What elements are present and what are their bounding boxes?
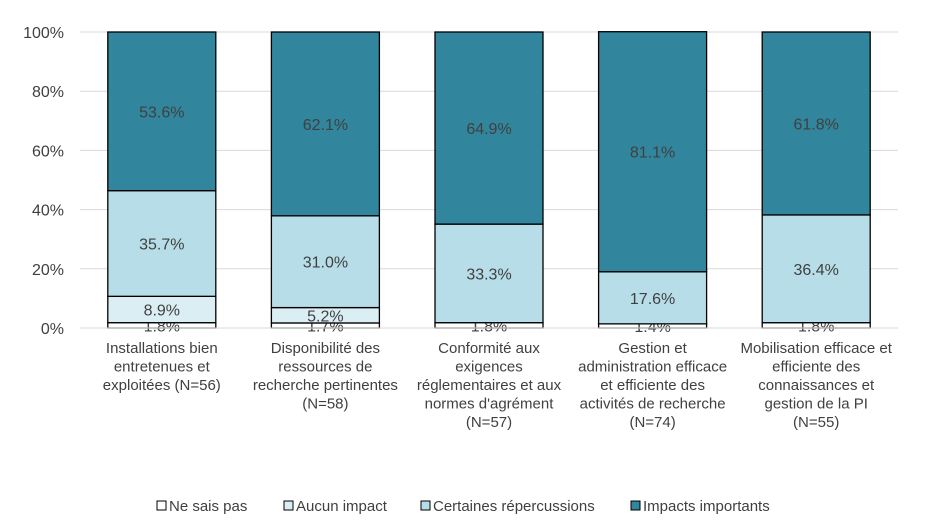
y-tick-label: 60% <box>32 143 64 160</box>
x-category-line: Conformité aux <box>438 340 540 357</box>
data-label: 64.9% <box>466 121 511 138</box>
bar-segment <box>597 31 708 273</box>
x-category-line: activités de recherche <box>580 396 726 413</box>
y-tick-label: 0% <box>41 321 64 338</box>
data-label: 17.6% <box>630 291 675 308</box>
y-tick-label: 100% <box>23 25 64 42</box>
legend-label: Aucun impact <box>296 498 388 515</box>
x-category-line: (N=58) <box>302 396 348 413</box>
data-label: 53.6% <box>139 104 184 121</box>
x-category-line: efficiente des <box>772 359 860 376</box>
x-category-line: gestion de la PI <box>764 396 867 413</box>
legend-label: Ne sais pas <box>169 498 247 515</box>
legend-label: Certaines répercussions <box>433 498 595 515</box>
x-category-line: Disponibilité des <box>271 340 380 357</box>
x-category-line: connaissances et <box>758 377 875 394</box>
data-label: 5.2% <box>307 308 343 325</box>
x-category-line: (N=74) <box>629 414 675 431</box>
bar-segment <box>434 31 544 225</box>
legend-swatch <box>420 500 431 511</box>
y-tick-label: 40% <box>32 203 64 220</box>
data-label: 62.1% <box>303 117 348 134</box>
legend-swatch <box>156 500 167 511</box>
legend-swatch <box>630 500 641 511</box>
x-category-line: Mobilisation efficace et <box>740 340 892 357</box>
x-category-line: Installations bien <box>106 340 218 357</box>
legend-label: Impacts importants <box>643 498 770 515</box>
x-category-label: Conformité aux exigences réglementaires et… <box>417 340 562 431</box>
data-label: 61.8% <box>794 116 839 133</box>
bar-segment <box>107 31 217 192</box>
x-category-line: recherche pertinentes <box>253 377 398 394</box>
x-category-label: Installations bien entretenues et exploité… <box>103 340 221 394</box>
x-category-line: Gestion et <box>618 340 687 357</box>
x-category-line: et efficiente des <box>600 377 705 394</box>
bar-segment <box>434 223 544 324</box>
data-label: 35.7% <box>139 236 184 253</box>
x-category-line: normes d'agrément <box>425 396 555 413</box>
x-category-line: administration efficace <box>578 359 727 376</box>
data-label: 31.0% <box>303 255 348 272</box>
x-axis: Installations bien entretenues et exploité… <box>80 327 898 431</box>
data-label: 8.9% <box>144 303 180 320</box>
x-category-label: Gestion et administration efficace et effi… <box>578 340 727 431</box>
bars: 1.8%8.9%35.7%53.6%1.7%5.2%31.0%62.1%1.8%… <box>107 31 871 336</box>
bar-segment <box>107 295 217 324</box>
data-label: 36.4% <box>794 262 839 279</box>
x-category-label: Disponibilité des ressources de recherche … <box>253 340 398 413</box>
bar-segment <box>761 214 871 324</box>
x-category-line: exigences <box>455 359 523 376</box>
x-category-line: ressources de <box>278 359 372 376</box>
x-category-line: exploitées (N=56) <box>103 377 221 394</box>
bar-segment <box>270 215 381 309</box>
y-axis: 0% 20% 40% 60% 80% 100% <box>23 25 64 338</box>
bar-segment <box>270 31 381 217</box>
x-category-line: entretenues et <box>114 359 211 376</box>
legend-swatch <box>283 500 294 511</box>
data-label: 81.1% <box>630 145 675 162</box>
data-label: 33.3% <box>466 266 511 283</box>
x-category-line: (N=55) <box>793 414 839 431</box>
y-tick-label: 20% <box>32 262 64 279</box>
bar-segment <box>761 31 871 216</box>
x-category-line: (N=57) <box>466 414 512 431</box>
legend: Ne sais pas Aucun impact Certaines répercu… <box>156 498 770 515</box>
y-tick-label: 80% <box>32 84 64 101</box>
x-category-label: Mobilisation efficace et efficiente des co… <box>740 340 892 431</box>
bar-segment <box>597 271 708 325</box>
x-category-line: réglementaires et aux <box>417 377 562 394</box>
